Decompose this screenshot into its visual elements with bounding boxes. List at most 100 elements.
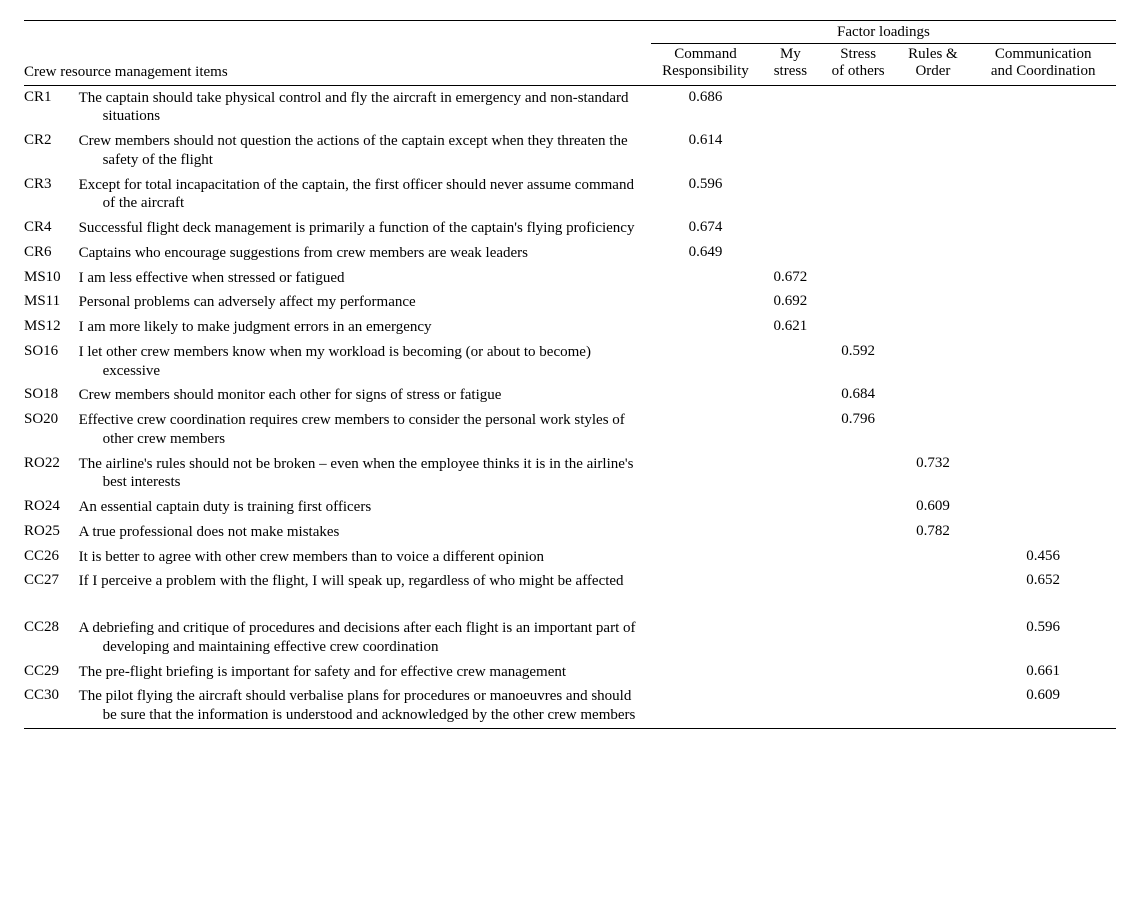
row-value-f5 (970, 290, 1116, 315)
row-value-f5: 0.661 (970, 660, 1116, 685)
row-value-f3 (821, 495, 896, 520)
row-value-f5 (970, 520, 1116, 545)
table-row: RO22The airline's rules should not be br… (24, 452, 1116, 496)
row-value-f2 (760, 173, 821, 217)
table-row: RO25A true professional does not make mi… (24, 520, 1116, 545)
row-value-f4 (896, 266, 971, 291)
row-text: It is better to agree with other crew me… (79, 545, 651, 570)
row-code: CR4 (24, 216, 79, 241)
row-code: MS10 (24, 266, 79, 291)
table-row: MS11Personal problems can adversely affe… (24, 290, 1116, 315)
row-value-f4 (896, 616, 971, 660)
factor-super-header: Factor loadings (651, 21, 1116, 44)
row-value-f2: 0.692 (760, 290, 821, 315)
row-value-f3 (821, 616, 896, 660)
row-value-f3 (821, 266, 896, 291)
row-text: I am more likely to make judgment errors… (79, 315, 651, 340)
row-value-f3: 0.592 (821, 340, 896, 384)
row-code: CR1 (24, 85, 79, 129)
table-row: CR4Successful flight deck management is … (24, 216, 1116, 241)
row-value-f2 (760, 216, 821, 241)
row-value-f3 (821, 129, 896, 173)
row-text: An essential captain duty is training fi… (79, 495, 651, 520)
row-value-f2: 0.621 (760, 315, 821, 340)
row-value-f5 (970, 129, 1116, 173)
row-value-f4 (896, 545, 971, 570)
row-text: The airline's rules should not be broken… (79, 452, 651, 496)
row-value-f2 (760, 129, 821, 173)
row-value-f2 (760, 520, 821, 545)
row-text: The pre-flight briefing is important for… (79, 660, 651, 685)
row-value-f3 (821, 569, 896, 594)
row-value-f1 (651, 452, 760, 496)
row-value-f5 (970, 266, 1116, 291)
row-value-f5 (970, 495, 1116, 520)
row-text: A true professional does not make mistak… (79, 520, 651, 545)
row-text: Crew members should monitor each other f… (79, 383, 651, 408)
row-value-f3 (821, 216, 896, 241)
row-code: SO18 (24, 383, 79, 408)
row-code: MS12 (24, 315, 79, 340)
row-value-f5 (970, 315, 1116, 340)
row-code: RO25 (24, 520, 79, 545)
row-value-f1 (651, 569, 760, 594)
row-value-f1: 0.686 (651, 85, 760, 129)
row-text: The captain should take physical control… (79, 85, 651, 129)
row-value-f1: 0.674 (651, 216, 760, 241)
row-value-f1 (651, 616, 760, 660)
row-code: RO24 (24, 495, 79, 520)
row-text: If I perceive a problem with the flight,… (79, 569, 651, 594)
row-value-f4 (896, 569, 971, 594)
table-row: CR1The captain should take physical cont… (24, 85, 1116, 129)
row-code: MS11 (24, 290, 79, 315)
row-value-f5 (970, 340, 1116, 384)
row-code: SO16 (24, 340, 79, 384)
table-row: CC28A debriefing and critique of procedu… (24, 616, 1116, 660)
factor-loadings-table: Crew resource management items Factor lo… (24, 20, 1116, 729)
row-value-f4 (896, 383, 971, 408)
row-value-f2 (760, 684, 821, 728)
row-value-f2 (760, 545, 821, 570)
row-value-f3: 0.684 (821, 383, 896, 408)
row-value-f3 (821, 545, 896, 570)
table-row: SO18Crew members should monitor each oth… (24, 383, 1116, 408)
table-row: CR2Crew members should not question the … (24, 129, 1116, 173)
row-value-f3 (821, 241, 896, 266)
row-text: Personal problems can adversely affect m… (79, 290, 651, 315)
row-text: Except for total incapacitation of the c… (79, 173, 651, 217)
row-value-f3 (821, 315, 896, 340)
row-value-f3 (821, 290, 896, 315)
row-value-f5: 0.652 (970, 569, 1116, 594)
factor-head-2: Mystress (760, 44, 821, 86)
row-value-f1: 0.596 (651, 173, 760, 217)
row-value-f4 (896, 315, 971, 340)
factor-head-4: Rules &Order (896, 44, 971, 86)
row-value-f1 (651, 684, 760, 728)
factor-head-5: Communicationand Coordination (970, 44, 1116, 86)
row-code: SO20 (24, 408, 79, 452)
row-text: Successful flight deck management is pri… (79, 216, 651, 241)
row-value-f2 (760, 408, 821, 452)
table-row: CC29The pre-flight briefing is important… (24, 660, 1116, 685)
row-text: Effective crew coordination requires cre… (79, 408, 651, 452)
row-value-f3: 0.796 (821, 408, 896, 452)
row-value-f1 (651, 408, 760, 452)
row-value-f2 (760, 241, 821, 266)
row-code: CR2 (24, 129, 79, 173)
row-value-f2 (760, 495, 821, 520)
row-code: CC29 (24, 660, 79, 685)
row-value-f2 (760, 85, 821, 129)
row-value-f1 (651, 520, 760, 545)
factor-head-1: CommandResponsibility (651, 44, 760, 86)
row-value-f4 (896, 290, 971, 315)
row-value-f2 (760, 452, 821, 496)
row-value-f4 (896, 85, 971, 129)
table-row: SO16I let other crew members know when m… (24, 340, 1116, 384)
table-row: MS10I am less effective when stressed or… (24, 266, 1116, 291)
row-value-f5 (970, 85, 1116, 129)
table-body: CR1The captain should take physical cont… (24, 85, 1116, 728)
row-code: CC30 (24, 684, 79, 728)
row-text: Captains who encourage suggestions from … (79, 241, 651, 266)
row-text: I am less effective when stressed or fat… (79, 266, 651, 291)
row-value-f4: 0.782 (896, 520, 971, 545)
